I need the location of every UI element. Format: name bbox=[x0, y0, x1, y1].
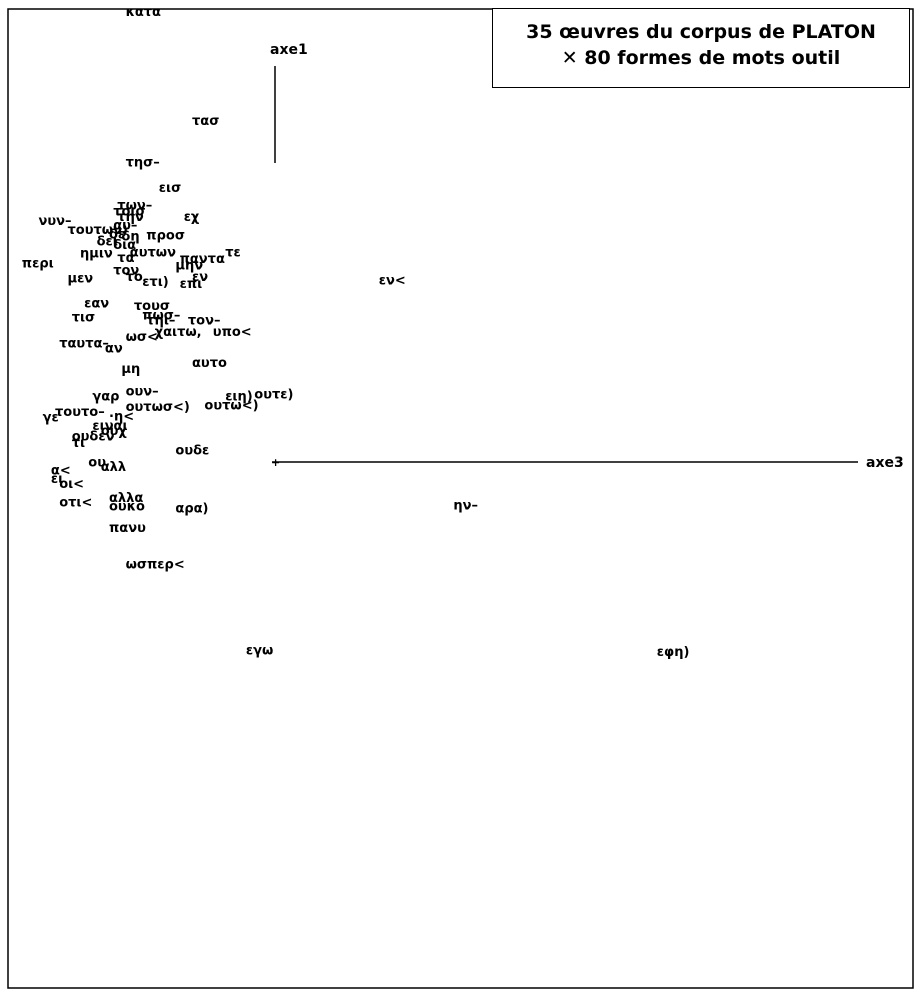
point-label: αυτων bbox=[130, 245, 176, 260]
point-label: τουσ bbox=[134, 299, 170, 314]
plot-frame bbox=[7, 8, 914, 989]
point-label: επι bbox=[180, 277, 203, 292]
point-label: μεν bbox=[68, 271, 94, 286]
point-label: υπο< bbox=[213, 325, 252, 340]
point-label: τασ bbox=[192, 114, 219, 129]
point-label: των– bbox=[117, 199, 152, 214]
point-label: το bbox=[126, 270, 143, 285]
point-label: αυ– bbox=[113, 219, 137, 234]
point-label: ·η< bbox=[109, 410, 134, 425]
point-label: ουδε bbox=[175, 443, 209, 458]
legend-title-line1: 35 œuvres du corpus de PLATON bbox=[526, 21, 876, 43]
point-label: εχ bbox=[184, 210, 200, 225]
point-label: εαν bbox=[84, 297, 109, 312]
point-label: ην– bbox=[453, 498, 478, 513]
point-label: ωσ< bbox=[126, 330, 158, 345]
point-label: τι bbox=[72, 436, 85, 451]
point-label: τουτων) bbox=[68, 223, 128, 238]
point-label: ουτω<) bbox=[204, 398, 258, 413]
point-label: τησ– bbox=[126, 155, 160, 170]
point-label: πωσ– bbox=[142, 309, 180, 324]
point-label: δη bbox=[121, 229, 139, 244]
point-label: τον– bbox=[188, 314, 221, 329]
point-label: ημιν bbox=[80, 246, 113, 261]
point-label: πανυ bbox=[109, 521, 146, 536]
point-label: αρα) bbox=[175, 501, 208, 516]
point-label: ουν– bbox=[126, 385, 159, 400]
point-label: ειη) bbox=[225, 390, 253, 405]
point-label: ουκο bbox=[109, 500, 145, 515]
point-label: τισ bbox=[72, 311, 96, 326]
point-label: οτι< bbox=[59, 496, 92, 511]
point-label: προσ bbox=[146, 228, 185, 243]
axe3-label: axe3 bbox=[866, 455, 904, 471]
point-label: τον bbox=[113, 264, 139, 279]
point-label: ωσπερ< bbox=[126, 558, 185, 573]
point-label: χαιτω, bbox=[155, 325, 202, 340]
point-label: γε bbox=[43, 410, 59, 425]
point-label: αν bbox=[105, 342, 123, 357]
point-label: ει bbox=[51, 472, 63, 487]
legend-title-line2: ✕ 80 formes de mots outil bbox=[561, 47, 841, 69]
point-label: δει bbox=[97, 235, 118, 250]
point-label: ουχ bbox=[101, 424, 128, 439]
point-label: τοισ bbox=[113, 204, 145, 219]
point-label: δε bbox=[109, 228, 125, 243]
point-label: εν bbox=[192, 270, 208, 285]
point-label: αυτο bbox=[192, 356, 227, 371]
point-label: τουτο– bbox=[55, 405, 105, 420]
point-label: ειναι bbox=[92, 419, 127, 434]
point-label: αλλ bbox=[101, 460, 126, 475]
point-label: μην bbox=[175, 258, 203, 273]
axe1-label: axe1 bbox=[270, 42, 308, 58]
point-label: αλλα bbox=[109, 491, 143, 506]
point-label: νυν– bbox=[39, 214, 72, 229]
point-label: ου bbox=[88, 456, 106, 471]
point-label: α< bbox=[51, 464, 71, 479]
point-label: εισ bbox=[159, 181, 181, 196]
point-label: κατα bbox=[126, 5, 161, 20]
point-label: εφη) bbox=[657, 645, 690, 660]
point-label: ταυτα– bbox=[59, 336, 109, 351]
point-label: οι< bbox=[59, 477, 84, 492]
point-label: ουτωσ<) bbox=[126, 400, 190, 415]
point-label: ουδεν bbox=[72, 430, 115, 445]
point-label: περι bbox=[22, 257, 54, 272]
point-label: εγω bbox=[246, 644, 273, 659]
point-label: εν< bbox=[379, 274, 406, 289]
point-label: γαρ bbox=[92, 390, 119, 405]
origin-marker: + bbox=[271, 456, 280, 469]
point-label: τηι– bbox=[146, 314, 175, 329]
point-label: δια bbox=[113, 238, 136, 253]
point-label: ετι) bbox=[142, 275, 169, 290]
point-label: την bbox=[117, 210, 144, 225]
point-label: τε bbox=[225, 245, 241, 260]
point-label: τα bbox=[117, 251, 134, 266]
legend-box: 35 œuvres du corpus de PLATON ✕ 80 forme… bbox=[492, 8, 910, 88]
point-label: παντα bbox=[180, 252, 225, 267]
point-label: μη bbox=[121, 362, 140, 377]
point-label: ουτε) bbox=[254, 388, 293, 403]
